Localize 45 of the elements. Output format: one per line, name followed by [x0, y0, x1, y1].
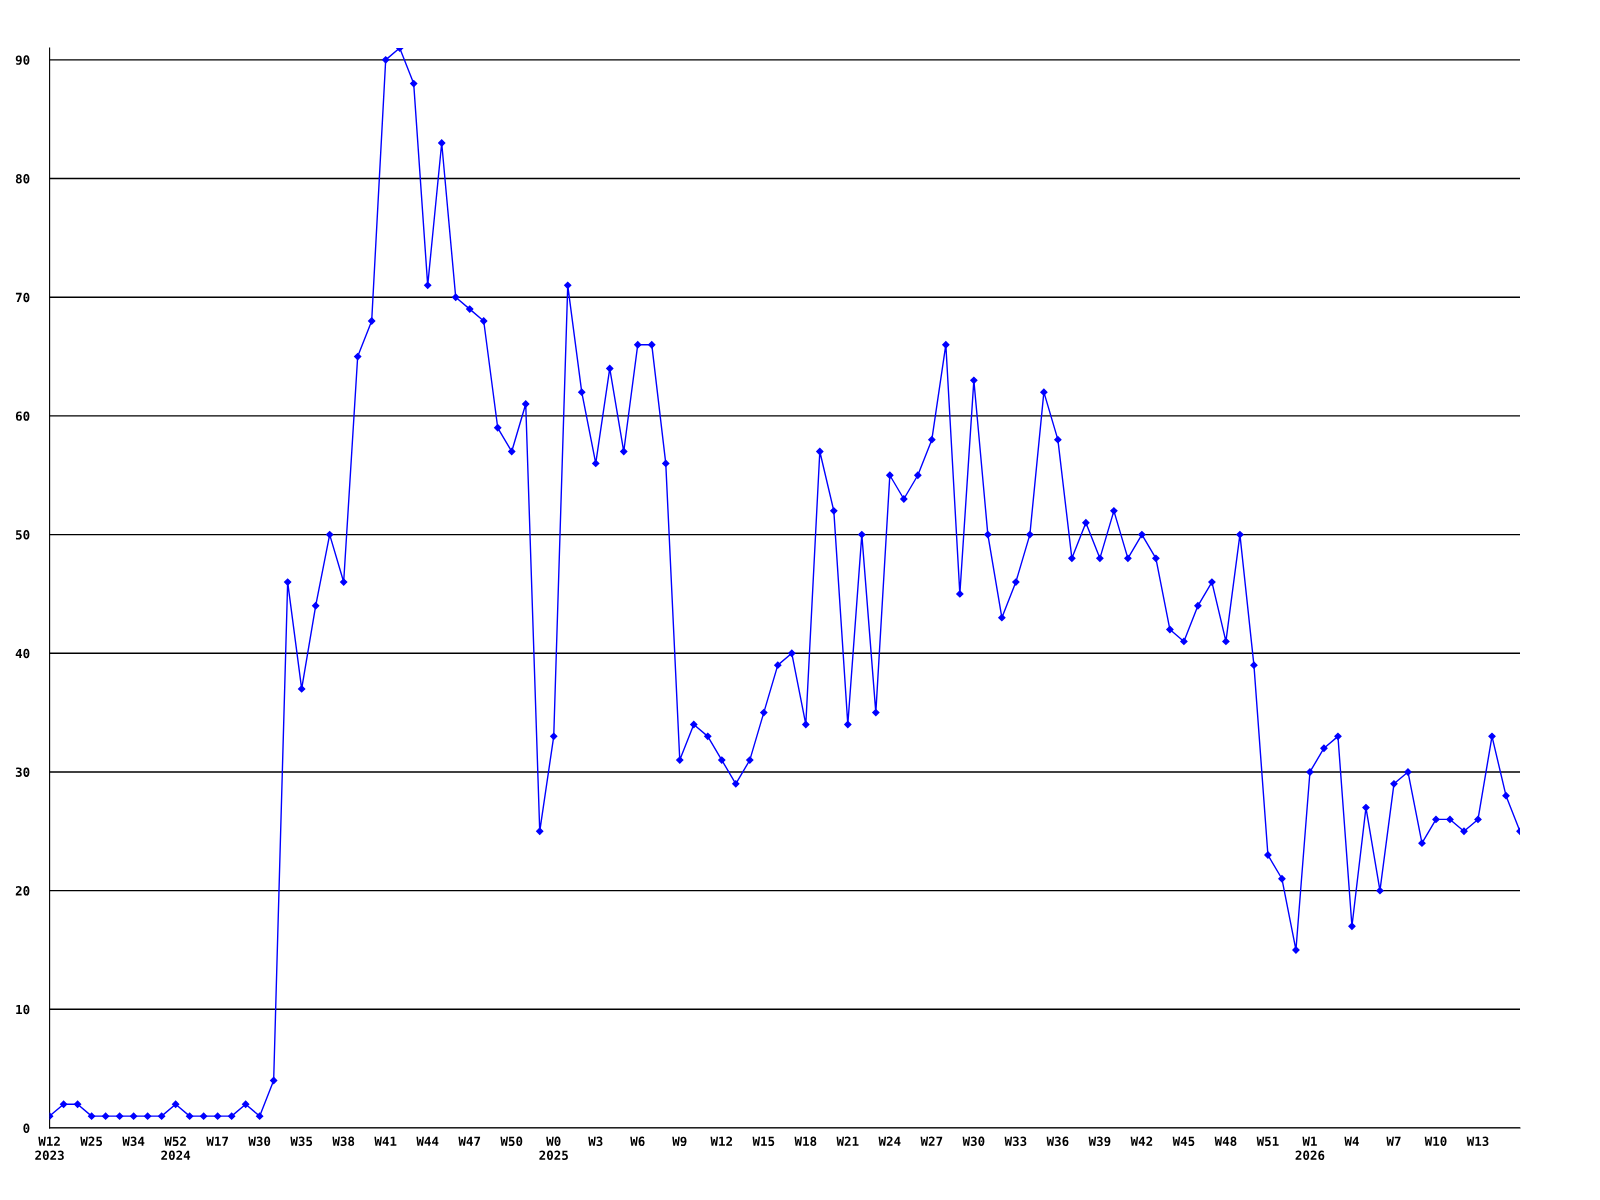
- x-tick-label: W30: [248, 1136, 271, 1147]
- x-tick-label: W39: [1088, 1136, 1111, 1147]
- y-tick-label: 50: [15, 530, 30, 540]
- x-tick-label: W12 2023: [35, 1136, 64, 1161]
- y-tick-label: 30: [15, 767, 30, 777]
- x-tick-label: W18: [794, 1136, 817, 1147]
- x-tick-label: W36: [1046, 1136, 1069, 1147]
- y-tick-label: 20: [15, 886, 30, 896]
- x-tick-label: W0 2025: [539, 1136, 568, 1161]
- x-tick-label: W7: [1386, 1136, 1401, 1146]
- y-tick-label: 70: [15, 292, 30, 303]
- y-tick-label: 0: [23, 1123, 30, 1133]
- y-tick-label: 90: [15, 55, 30, 65]
- x-tick-label: W12: [710, 1136, 733, 1146]
- x-tick-label: W21: [836, 1136, 859, 1146]
- x-tick-label: W41: [374, 1136, 397, 1146]
- y-tick-label: 60: [15, 411, 30, 421]
- y-tick-label: 80: [15, 174, 30, 184]
- x-tick-label: W52 2024: [161, 1136, 191, 1161]
- x-tick-label: W30: [962, 1136, 985, 1147]
- x-tick-label: W6: [630, 1136, 645, 1147]
- x-tick-label: W33: [1004, 1136, 1027, 1147]
- y-tick-label: 40: [15, 648, 30, 659]
- x-tick-label: W34: [122, 1136, 145, 1147]
- x-tick-label: W51: [1256, 1136, 1279, 1147]
- x-tick-label: W38: [332, 1136, 355, 1147]
- x-tick-label: W50: [500, 1136, 523, 1147]
- x-tick-label: W3: [588, 1136, 603, 1147]
- y-tick-label: 10: [16, 1004, 30, 1015]
- x-tick-label: W45: [1172, 1136, 1195, 1147]
- x-tick-label: W1 2026: [1295, 1136, 1325, 1161]
- x-tick-label: W35: [290, 1136, 313, 1147]
- x-tick-label: W9: [672, 1136, 687, 1147]
- x-tick-label: W15: [752, 1136, 775, 1147]
- x-tick-label: W44: [416, 1136, 439, 1146]
- x-tick-label: W25: [80, 1136, 103, 1147]
- x-tick-label: W42: [1130, 1136, 1153, 1146]
- x-tick-label: W4: [1344, 1136, 1359, 1146]
- x-tick-label: W27: [920, 1136, 943, 1146]
- x-tick-label: W24: [878, 1136, 901, 1146]
- x-tick-label: W47: [458, 1136, 481, 1146]
- x-tick-label: W17: [206, 1136, 228, 1146]
- x-tick-label: W10: [1424, 1136, 1447, 1147]
- x-tick-label: W13: [1466, 1136, 1489, 1147]
- x-tick-label: W48: [1214, 1136, 1237, 1147]
